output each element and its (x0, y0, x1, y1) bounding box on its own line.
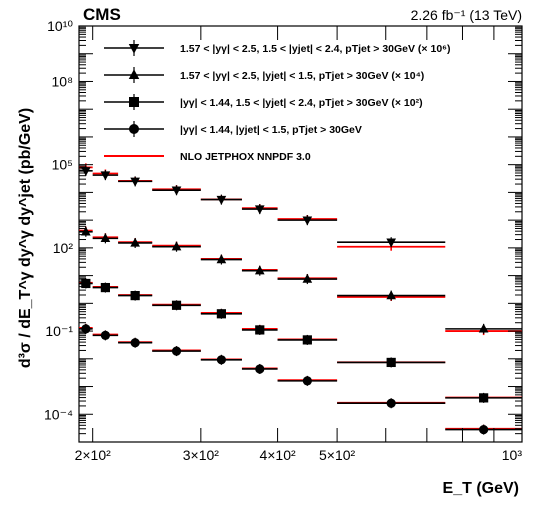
legend-label-0: 1.57 < |yγ| < 2.5, 1.5 < |yjet| < 2.4, p… (180, 43, 451, 55)
data-point-s3-b5 (255, 364, 265, 374)
legend-marker-2 (129, 97, 139, 107)
series-0 (79, 163, 446, 251)
data-point-s1-b4 (216, 254, 227, 264)
data-point-s2-b5 (255, 325, 265, 335)
data-point-s0-b7 (386, 238, 397, 248)
data-point-s2-b4 (216, 309, 227, 319)
x-axis-title: E_T (GeV) (443, 480, 519, 497)
data-point-s0-b6 (302, 216, 313, 226)
series-3 (79, 323, 522, 435)
data-point-s1-b3 (171, 241, 182, 251)
legend-label-3: |yγ| < 1.44, |yjet| < 1.5, pTjet > 30GeV (180, 124, 362, 136)
legend-marker-3 (129, 124, 139, 134)
data-point-s0-b1 (100, 171, 111, 181)
legend: 1.57 < |yγ| < 2.5, 1.5 < |yjet| < 2.4, p… (104, 40, 451, 163)
data-point-s3-b6 (302, 376, 312, 386)
legend-marker-0 (128, 44, 140, 54)
lumi-label: 2.26 fb⁻¹ (13 TeV) (411, 7, 522, 23)
data-point-s3-b3 (171, 346, 182, 356)
data-point-s3-b2 (130, 338, 140, 348)
x-tick-label-1: 3×10² (183, 447, 220, 463)
data-point-s0-b4 (216, 195, 227, 205)
series-1 (79, 226, 522, 336)
data-point-s2-b2 (130, 291, 140, 301)
data-point-s2-b7 (386, 357, 396, 368)
cms-label: CMS (83, 5, 121, 24)
y-tick-label-0: 10⁻⁴ (44, 406, 73, 422)
data-point-s2-b1 (100, 282, 110, 293)
data-point-s1-b6 (302, 273, 313, 283)
data-point-s1-b1 (100, 233, 111, 243)
y-axis-title: d³σ / dE_T^γ dy^γ dy^jet (pb/GeV) (17, 108, 34, 368)
data-point-s1-b5 (254, 265, 265, 275)
data-point-s3-b1 (100, 330, 110, 340)
data-point-s2-b8 (479, 393, 489, 403)
data-point-s3-b7 (386, 398, 396, 408)
y-tick-label-5: 10¹⁰ (47, 18, 73, 34)
y-tick-label-1: 10⁻¹ (45, 323, 73, 339)
x-tick-label-4: 10³ (502, 447, 523, 463)
data-point-s1-b8 (478, 323, 489, 333)
y-tick-label-3: 10⁵ (52, 157, 73, 173)
data-point-s1-b7 (386, 290, 397, 300)
legend-marker-1 (128, 69, 140, 79)
data-point-s1-b2 (130, 237, 140, 247)
x-tick-label-3: 5×10² (319, 447, 356, 463)
data-point-s3-b8 (479, 424, 489, 435)
data-point-s0-b3 (171, 186, 182, 196)
legend-label-4: NLO JETPHOX NNPDF 3.0 (180, 151, 311, 163)
data-point-s3-b4 (216, 355, 227, 365)
legend-label-2: |yγ| < 1.44, 1.5 < |yjet| < 2.4, pTjet >… (180, 97, 423, 109)
x-tick-label-0: 2×10² (75, 447, 112, 463)
data-point-s0-b5 (254, 205, 265, 215)
series-2 (79, 278, 522, 403)
data-point-s2-b6 (302, 335, 312, 345)
marks-layer (79, 163, 522, 435)
y-tick-label-4: 10⁸ (52, 73, 74, 89)
plot-frame (78, 25, 523, 443)
legend-label-1: 1.57 < |yγ| < 2.5, |yjet| < 1.5, pTjet >… (180, 70, 424, 82)
data-point-s2-b3 (171, 300, 182, 310)
y-tick-label-2: 10² (53, 240, 74, 256)
x-tick-label-2: 4×10² (259, 447, 296, 463)
ticks-layer: 2×10² 3×10² 4×10² 5×10² 10³ 10⁻⁴ 10⁻¹ 10² 10⁵ 10⁸… (44, 18, 523, 463)
data-point-s0-b2 (130, 177, 140, 187)
